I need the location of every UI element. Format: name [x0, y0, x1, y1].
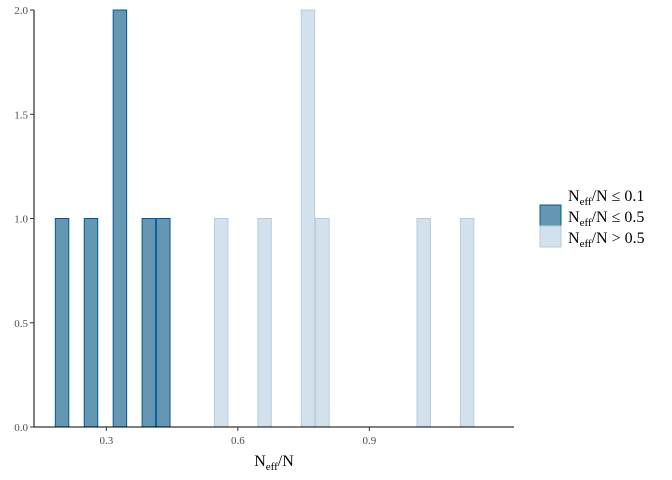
bar-series-3: [213, 218, 229, 428]
bar-series-3: [459, 218, 475, 428]
bar-series-3: [257, 218, 272, 428]
legend-label-3: Neff/N > 0.5: [568, 230, 645, 250]
bar-series-3: [315, 218, 330, 428]
x-axis-ticks: 0.3 0.6 0.9: [99, 427, 377, 447]
bar-series-2: [112, 9, 128, 428]
bar-series-2: [156, 218, 171, 428]
y-tick-label: 0.0: [14, 422, 28, 434]
y-axis-ticks: 0.0 0.5 1.0 1.5 2.0: [14, 5, 34, 434]
x-axis-title-main: N: [254, 453, 266, 470]
legend-key-2: [539, 204, 562, 227]
legend-label-2: Neff/N ≤ 0.5: [568, 209, 644, 229]
bar-series-2: [141, 218, 157, 428]
bar-series-3: [416, 218, 431, 428]
legend-label-1: Neff/N ≤ 0.1: [568, 188, 644, 208]
x-tick-label: 0.9: [362, 435, 376, 447]
x-tick-label: 0.3: [99, 435, 113, 447]
legend-key-1: [540, 184, 561, 205]
bars-layer: [54, 9, 475, 428]
y-tick-label: 1.0: [14, 214, 28, 226]
y-tick-label: 1.5: [14, 109, 28, 121]
x-axis-title-sub: eff: [266, 461, 278, 473]
legend-key-3: [539, 225, 562, 248]
y-tick-label: 2.0: [14, 5, 28, 17]
x-axis-title-tail: /N: [278, 453, 294, 470]
bar-series-2: [54, 218, 70, 428]
bar-series-3: [300, 9, 316, 428]
bar-series-2: [83, 218, 99, 428]
x-axis-title: Neff/N: [254, 453, 294, 473]
x-tick-label: 0.6: [231, 435, 245, 447]
y-tick-label: 0.5: [14, 318, 28, 330]
